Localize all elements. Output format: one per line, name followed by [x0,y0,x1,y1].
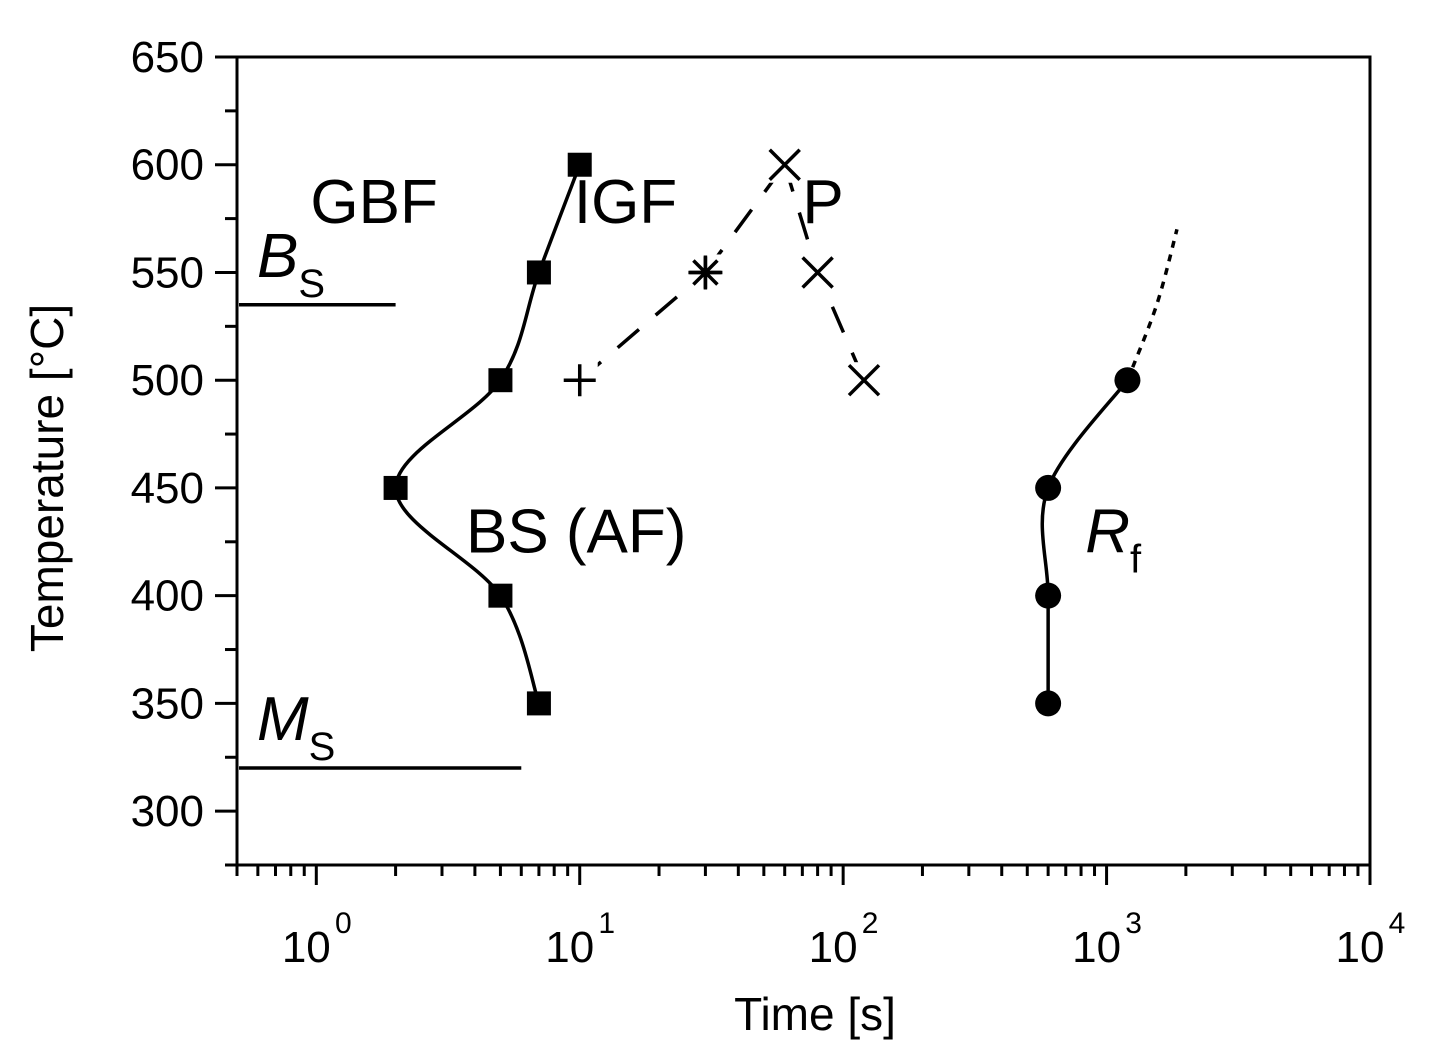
x-tick-label: 10 [282,923,331,972]
x-tick-exponent: 3 [1125,907,1142,940]
reference-line-label: MS [257,685,335,769]
square-marker [526,691,551,716]
x-tick-exponent: 2 [862,907,879,940]
y-tick-label: 450 [131,464,204,513]
y-axis-title: Temperature [°C] [21,304,73,652]
x-tick-label: 10 [545,923,594,972]
asterisk-marker [688,255,723,290]
x-marker [768,148,801,181]
y-tick-label: 350 [131,679,204,728]
y-tick-label: 500 [131,356,204,405]
y-tick-label: 300 [131,787,204,836]
x-marker [801,256,834,289]
y-tick-label: 650 [131,33,204,82]
circle-marker [1035,582,1062,609]
series-line-none [1125,228,1179,381]
circle-marker [1035,474,1062,501]
square-marker [526,260,551,285]
x-tick-exponent: 4 [1389,907,1406,940]
region-label: GBF [310,168,437,237]
x-tick-label: 10 [809,923,858,972]
square-marker [488,583,513,608]
x-tick-label: 10 [1072,923,1121,972]
region-label: BS (AF) [466,498,686,567]
region-label: Rf [1085,498,1142,582]
x-tick-label: 10 [1336,923,1385,972]
x-axis-title: Time [s] [734,988,896,1040]
circle-marker [1035,690,1062,717]
reference-lines-layer [239,303,522,770]
circle-marker [1114,367,1141,394]
reference-line-label: BS [257,222,325,306]
series-line-square [393,164,582,704]
y-tick-label: 600 [131,141,204,190]
square-marker [488,368,513,393]
square-marker [567,152,592,177]
region-label: P [802,168,843,237]
x-tick-exponent: 0 [335,907,352,940]
region-label: IGF [574,168,677,237]
series-line-plus [578,271,707,382]
y-tick-label: 400 [131,572,204,621]
plus-marker [563,364,596,397]
y-tick-label: 550 [131,248,204,297]
x-marker [847,363,881,397]
series-layer [383,146,1179,717]
x-tick-exponent: 1 [598,907,615,940]
series-line-circle [1040,379,1129,704]
square-marker [383,475,408,500]
ticks-layer [215,55,1372,885]
